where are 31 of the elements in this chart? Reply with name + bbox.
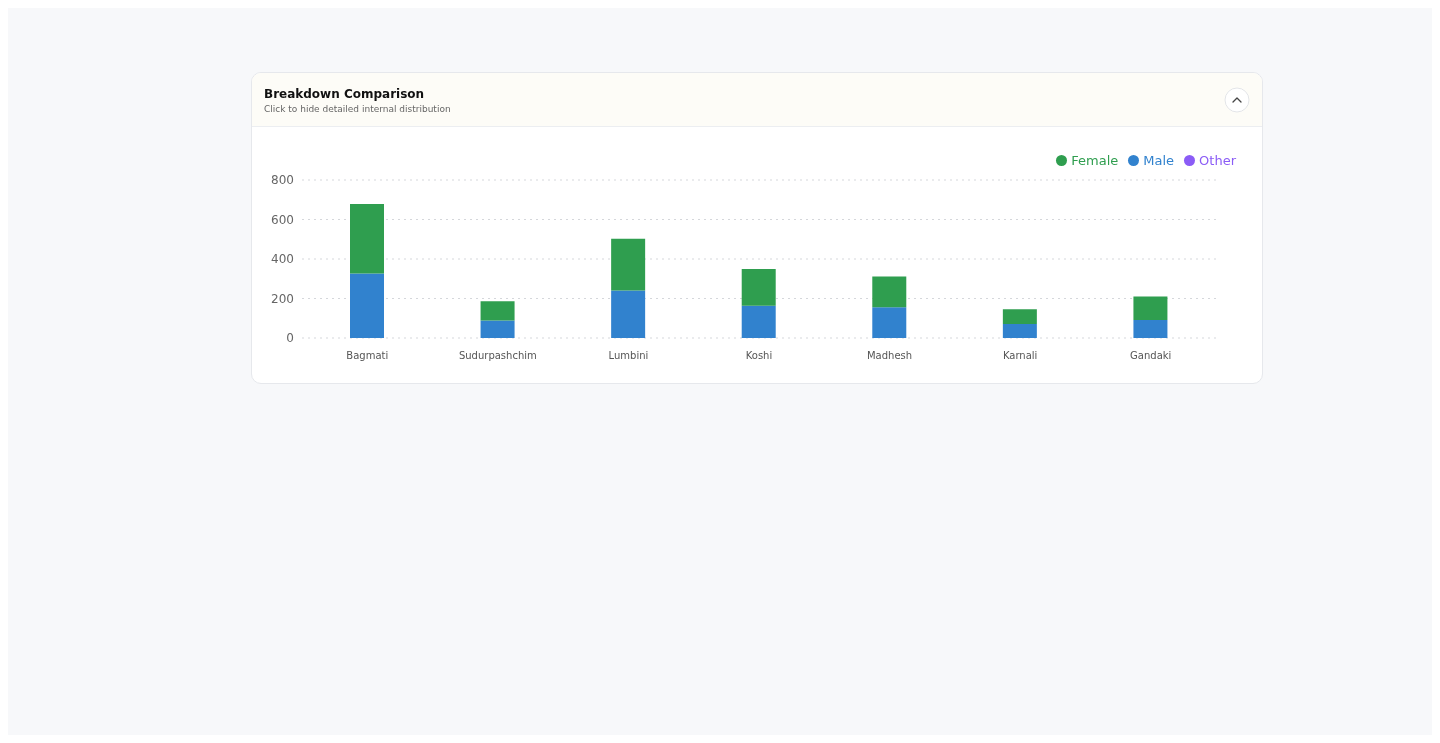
bar [1133, 320, 1168, 338]
bar [611, 290, 646, 338]
y-tick-label: 0 [286, 331, 294, 346]
bar [872, 307, 907, 338]
bar [350, 273, 384, 338]
x-tick-label: Lumbini [608, 350, 649, 362]
legend-label: Male [1142, 153, 1175, 168]
bar [741, 305, 776, 338]
bar [741, 269, 776, 306]
legend-label: Other [1198, 153, 1236, 168]
bar [1002, 309, 1037, 324]
x-tick-label: Sudurpashchim [458, 350, 537, 362]
bar [350, 204, 384, 274]
y-tick-label: 600 [271, 212, 294, 227]
bar [480, 320, 515, 338]
chart-subtitle: Click to hide detailed internal distribution [264, 104, 452, 114]
x-tick-label: Bagmati [346, 350, 389, 362]
y-tick-label: 400 [271, 252, 294, 267]
y-tick-label: 800 [271, 173, 294, 188]
x-tick-label: Gandaki [1130, 350, 1172, 362]
bar [480, 301, 515, 321]
bar [872, 276, 907, 308]
legend-label: Female [1070, 153, 1119, 168]
bar [1133, 296, 1168, 321]
y-tick-label: 200 [271, 291, 294, 306]
bar [611, 238, 646, 291]
bar [1002, 323, 1037, 338]
x-tick-label: Karnali [1002, 350, 1038, 362]
chart-title: Breakdown Comparison [264, 87, 426, 101]
x-tick-label: Madhesh [866, 350, 913, 362]
x-tick-label: Koshi [745, 350, 773, 362]
